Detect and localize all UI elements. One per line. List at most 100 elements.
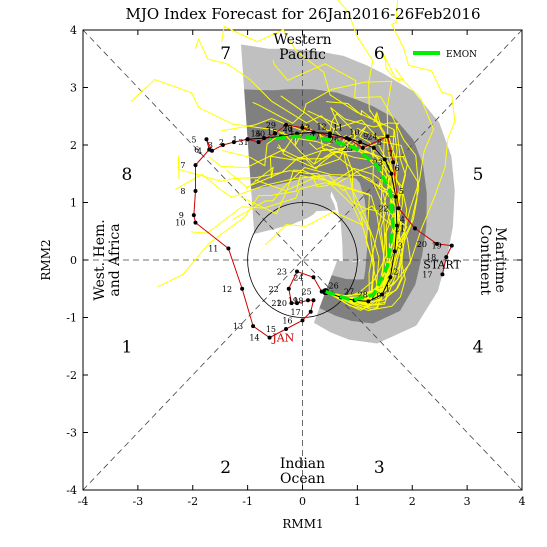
ensemble-member-line — [208, 148, 391, 300]
spread-50-area — [244, 88, 427, 324]
forecast-day-label: 5 — [399, 187, 404, 196]
plot-frame — [82, 29, 523, 491]
observed-day-label: 6 — [194, 146, 199, 155]
observed-day-label: 31 — [238, 138, 248, 147]
forecast-day-label: 2 — [393, 267, 398, 276]
observed-point — [193, 189, 198, 193]
observed-day-label: 25 — [343, 144, 353, 153]
observed-point — [231, 140, 236, 145]
observed-point — [240, 286, 245, 291]
x-tick-label: 0 — [299, 495, 306, 508]
observed-point — [193, 163, 198, 168]
observed-day-label: 19 — [432, 242, 442, 251]
forecast-point — [295, 131, 300, 136]
y-tick-label: 1 — [70, 197, 77, 210]
forecast-track-line — [247, 131, 398, 302]
x-tick-label: 4 — [519, 495, 526, 508]
region-label-line: Maritime — [492, 227, 508, 293]
legend-label: EMON — [446, 50, 477, 60]
observed-point — [360, 145, 365, 150]
forecast-point — [389, 171, 394, 176]
observed-day-label: 16 — [282, 316, 292, 325]
observed-day-label: 25 — [302, 288, 312, 297]
observed-point — [327, 134, 332, 139]
observed-day-label: 21 — [271, 299, 281, 308]
observed-point — [207, 147, 212, 152]
region-label-right: MaritimeContinent — [477, 225, 508, 296]
observed-point — [449, 243, 454, 248]
observed-day-label: 20 — [277, 299, 287, 308]
y-tick-label: -2 — [66, 369, 77, 382]
phase-label: 5 — [473, 165, 484, 185]
forecast-day-label: 27 — [344, 287, 354, 296]
observed-day-label: 4 — [197, 147, 202, 156]
diagonal-line — [82, 29, 523, 491]
observed-day-label: 5 — [191, 135, 196, 144]
ensemble-member-line — [325, 0, 456, 296]
observed-point — [204, 137, 209, 142]
observed-point — [251, 324, 256, 329]
observed-day-label: 11 — [208, 245, 218, 254]
observed-day-label: 19 — [288, 296, 298, 305]
observed-day-label: 12 — [222, 285, 232, 294]
ensemble-member-line — [240, 164, 408, 306]
observed-point — [295, 269, 300, 274]
observed-point — [220, 143, 225, 147]
y-tick-label: 0 — [70, 254, 77, 267]
forecast-day-label: 3 — [398, 241, 403, 250]
x-axis-label: RMM1 — [282, 517, 323, 531]
region-label-line: West. Hem. — [92, 219, 108, 300]
forecast-point — [358, 140, 363, 145]
observed-point — [391, 160, 396, 165]
y-tick-label: 2 — [70, 139, 77, 152]
ensemble-mean-line — [269, 134, 395, 303]
ensemble-members — [130, 0, 456, 312]
observed-day-label: 28 — [282, 124, 292, 133]
observed-day-label: 3 — [208, 141, 213, 150]
forecast-day-label: 26 — [329, 282, 339, 291]
forecast-point — [327, 131, 332, 136]
region-label-line: Indian — [280, 456, 325, 472]
observed-point — [191, 213, 196, 218]
forecast-point — [393, 194, 398, 199]
phase-label: 7 — [220, 44, 231, 64]
diagonal-line — [82, 29, 523, 491]
unit-circle — [247, 202, 358, 318]
ensemble-member-line — [222, 131, 375, 311]
ensemble-member-line — [277, 119, 408, 300]
forecast-day-label: 9 — [363, 132, 368, 141]
x-tick-label: -1 — [242, 495, 253, 508]
observed-day-label: 22 — [269, 285, 279, 294]
region-label-top: Western Pacific — [273, 32, 331, 63]
observed-point — [308, 309, 313, 314]
ensemble-member-line — [325, 50, 435, 297]
ensemble-mean-line — [269, 134, 395, 303]
observed-day-label: 13 — [233, 322, 243, 331]
observed-day-label: 14 — [249, 334, 259, 343]
observed-day-label: 9 — [179, 211, 184, 220]
observed-track-line — [193, 124, 453, 339]
observed-day-label: 26 — [329, 135, 339, 144]
observed-day-label: 7 — [180, 161, 185, 170]
observed-point — [289, 301, 294, 306]
start-annotation: START — [423, 259, 461, 272]
observed-day-label: 2 — [219, 138, 224, 147]
observed-point — [305, 298, 310, 303]
ensemble-member-line — [272, 60, 420, 303]
forecast-point — [311, 130, 316, 135]
month-annotation: JAN — [271, 332, 294, 345]
x-tick-label: 1 — [354, 495, 361, 508]
observed-day-label: 8 — [180, 187, 185, 196]
observed-point — [273, 131, 278, 136]
forecast-point — [366, 299, 371, 304]
y-axis-label: RMM2 — [39, 239, 53, 280]
observed-day-label: 10 — [175, 219, 185, 228]
forecast-point — [344, 136, 349, 141]
y-tick-label: -1 — [66, 312, 77, 325]
x-tick-label: -4 — [78, 495, 89, 508]
observed-track: 1718192021222324252627282930311234567891… — [175, 121, 454, 343]
observed-day-label: 21 — [395, 224, 405, 233]
forecast-point — [371, 145, 376, 150]
forecast-day-label: 1 — [385, 285, 390, 294]
